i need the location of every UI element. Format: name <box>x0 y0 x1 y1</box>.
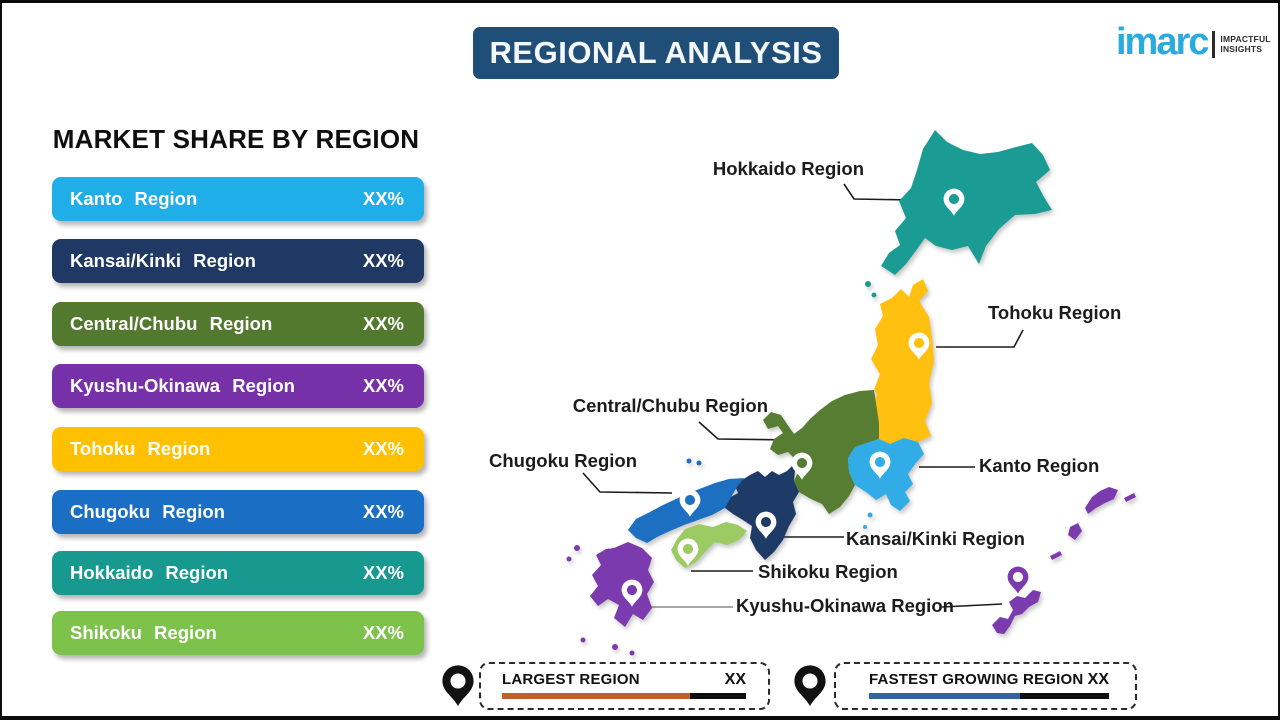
logo-divider <box>1212 30 1216 58</box>
region-kanto <box>848 438 924 511</box>
island-oki-2 <box>696 460 702 466</box>
island-small-north <box>871 292 877 298</box>
imarc-logo: imarc IMPACTFUL INSIGHTS <box>1116 23 1271 61</box>
market-share-heading: MARKET SHARE BY REGION <box>52 124 420 154</box>
market-share-bar: Kanto Region XX% <box>52 177 424 221</box>
logo-tagline-line2: INSIGHTS <box>1220 44 1263 54</box>
market-share-bar: Kansai/Kinki Region XX% <box>52 239 424 283</box>
region-share-value: XX% <box>362 375 404 396</box>
market-share-bar: Chugoku Region XX% <box>52 490 424 534</box>
tohoku-map-label: Tohoku Region <box>988 302 1122 323</box>
region-kyushu <box>590 542 654 627</box>
island-tokunoshima <box>1068 523 1082 540</box>
logo-tagline-line1: IMPACTFUL <box>1220 33 1271 44</box>
map-pins <box>442 188 1029 707</box>
region-share-label: Tohoku Region <box>70 438 211 459</box>
market-share-bar: Central/Chubu Region XX% <box>52 302 424 346</box>
island-amami <box>1085 487 1118 514</box>
fastest-growing-region-box: FASTEST GROWING REGION XX <box>834 662 1137 710</box>
market-share-bar: Hokkaido Region XX% <box>52 551 424 595</box>
island-okinoerabu <box>1050 551 1062 560</box>
region-share-label: Central/Chubu Region <box>70 313 273 334</box>
kansai-map-label: Kansai/Kinki Region <box>846 528 1025 549</box>
shikoku-map-label: Shikoku Region <box>758 561 898 582</box>
island-koshiki <box>580 637 586 643</box>
kanto-map-label: Kanto Region <box>979 455 1100 476</box>
largest-region-box: LARGEST REGION XX <box>479 662 770 710</box>
region-share-label: Kyushu-Okinawa Region <box>70 375 295 396</box>
region-central-chubu <box>763 390 879 514</box>
region-share-label: Shikoku Region <box>70 622 217 643</box>
chugoku-callout-line <box>582 472 673 494</box>
market-share-bar: Kyushu-Okinawa Region XX% <box>52 364 424 408</box>
region-share-value: XX% <box>362 622 404 643</box>
imarc-brand-text: imarc <box>1116 21 1209 63</box>
fastest-region-pin-icon <box>794 665 826 707</box>
fastest-growing-region-label: FASTEST GROWING REGION <box>869 671 1084 688</box>
market-share-bar: Tohoku Region XX% <box>52 427 424 471</box>
island-okushiri <box>865 281 871 287</box>
callout-lines <box>582 183 1024 608</box>
hokkaido-map-label: Hokkaido Region <box>712 158 864 179</box>
logo-tagline: IMPACTFUL INSIGHTS <box>1220 34 1270 54</box>
region-share-value: XX% <box>362 501 404 522</box>
island-izu-2 <box>863 525 867 529</box>
island-sado <box>838 395 852 413</box>
island-oki-1 <box>686 458 692 464</box>
largest-region-pin-icon <box>442 665 474 707</box>
island-izu-1 <box>867 512 873 518</box>
island-iki <box>566 556 572 562</box>
largest-region-value: XX <box>724 671 746 688</box>
central-chubu-map-label: Central/Chubu Region <box>572 395 768 416</box>
island-amami-east <box>1124 493 1136 502</box>
kyushu-okinawa-callout-line-right <box>941 603 1003 608</box>
region-share-value: XX% <box>362 562 404 583</box>
largest-region-meter-fill <box>502 693 690 699</box>
region-share-value: XX% <box>362 438 404 459</box>
fastest-growing-region-value: XX <box>1087 671 1109 688</box>
okinawa-pin-icon <box>1007 566 1029 594</box>
region-share-value: XX% <box>362 313 404 334</box>
market-share-bar: Shikoku Region XX% <box>52 611 424 655</box>
japan-map <box>442 130 1136 707</box>
region-share-label: Kanto Region <box>70 188 198 209</box>
region-share-label: Hokkaido Region <box>70 562 229 583</box>
chugoku-map-label: Chugoku Region <box>489 450 637 471</box>
largest-region-label: LARGEST REGION <box>502 671 640 688</box>
central-chubu-callout-line <box>698 421 796 441</box>
region-hokkaido <box>881 130 1052 275</box>
region-share-value: XX% <box>362 188 404 209</box>
largest-region-meter <box>502 693 746 699</box>
hokkaido-callout-line <box>843 183 913 201</box>
island-tsushima <box>574 545 580 551</box>
region-tohoku <box>871 279 934 444</box>
page-title: REGIONAL ANALYSIS <box>473 27 839 79</box>
island-south-1 <box>612 644 618 650</box>
kyushu-okinawa-map-label: Kyushu-Okinawa Region <box>736 595 954 616</box>
fastest-growing-region-meter <box>869 693 1109 699</box>
region-share-label: Chugoku Region <box>70 501 225 522</box>
island-south-2 <box>629 650 635 656</box>
fastest-growing-region-meter-fill <box>869 693 1021 699</box>
island-okinawa-main <box>992 590 1041 634</box>
tohoku-callout-line <box>936 329 1024 348</box>
region-share-label: Kansai/Kinki Region <box>70 250 256 271</box>
region-share-value: XX% <box>362 250 404 271</box>
